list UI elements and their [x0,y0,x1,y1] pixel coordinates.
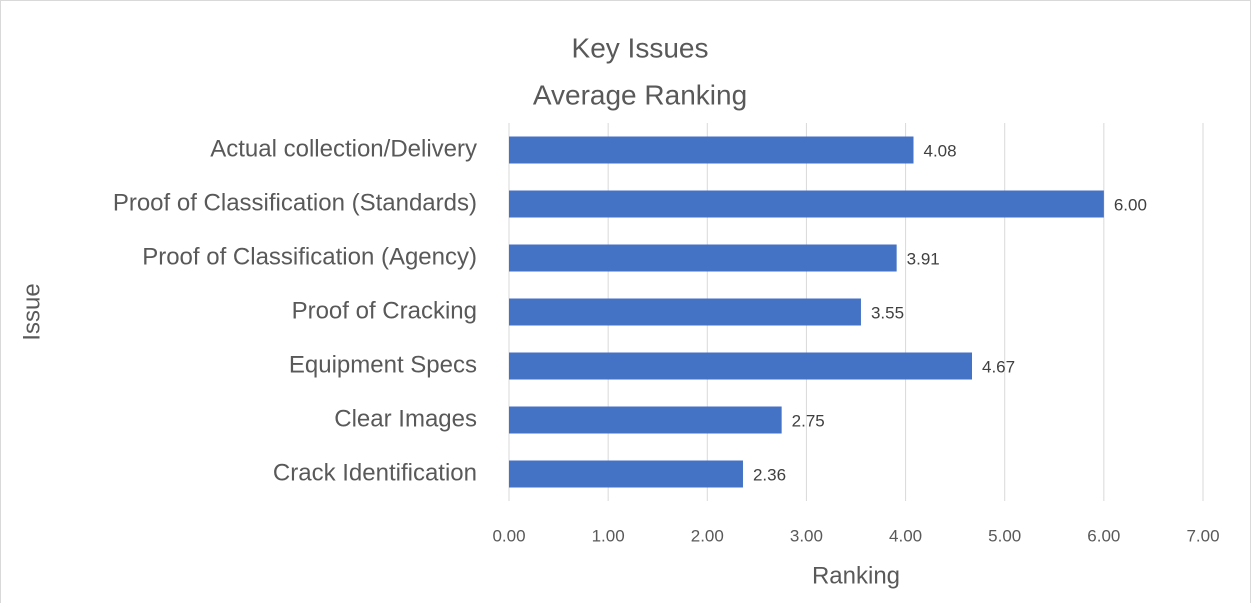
x-tick-label: 3.00 [790,526,823,545]
x-tick-label: 0.00 [492,526,525,545]
y-axis-label: Issue [18,283,45,340]
bar [509,460,743,488]
y-tick-label: Clear Images [334,405,477,432]
value-label: 2.36 [753,465,786,484]
x-tick-label: 4.00 [889,526,922,545]
value-label: 4.08 [924,141,957,160]
y-tick-label: Crack Identification [273,459,477,486]
y-tick-label: Actual collection/Delivery [210,135,477,162]
x-tick-label: 5.00 [988,526,1021,545]
value-label: 3.55 [871,303,904,322]
value-label: 3.91 [907,249,940,268]
value-label: 6.00 [1114,195,1147,214]
x-tick-label: 7.00 [1186,526,1219,545]
x-tick-label: 1.00 [592,526,625,545]
x-tick-label: 6.00 [1087,526,1120,545]
bar [509,190,1104,218]
y-tick-label: Proof of Classification (Standards) [113,189,477,216]
x-tick-label: 2.00 [691,526,724,545]
bar [509,298,861,326]
bar [509,406,782,434]
value-label: 4.67 [982,357,1015,376]
x-axis-label: Ranking [812,562,900,589]
bar [509,244,897,272]
bar [509,352,972,380]
y-tick-label: Proof of Cracking [292,297,477,324]
chart-subtitle: Average Ranking [533,79,747,110]
chart-title: Key Issues [572,32,709,63]
value-label: 2.75 [792,411,825,430]
y-tick-label: Proof of Classification (Agency) [142,243,477,270]
bar [509,136,914,164]
y-tick-label: Equipment Specs [289,351,477,378]
